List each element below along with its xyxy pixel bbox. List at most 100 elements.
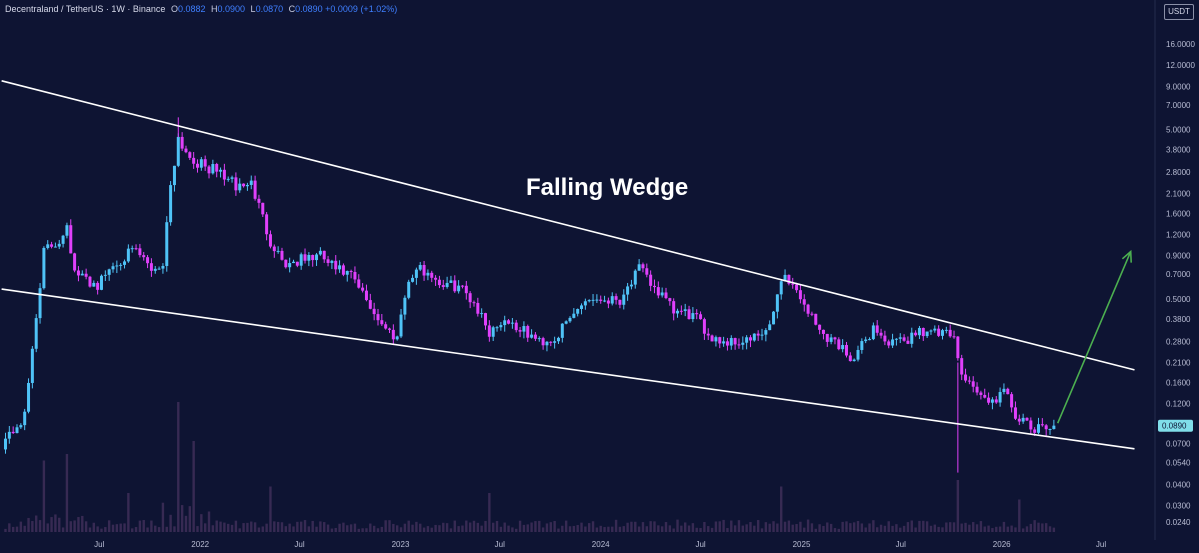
volume-bar: [845, 521, 848, 532]
volume-bar: [1052, 527, 1056, 532]
volume-bar: [837, 528, 841, 532]
candle-body: [687, 309, 691, 320]
volume-bar: [515, 528, 518, 532]
candle-body: [787, 274, 791, 284]
volume-bar: [561, 525, 564, 532]
candle-body: [629, 284, 633, 287]
volume-bar: [803, 527, 806, 532]
symbol-title[interactable]: Decentraland / TetherUS · 1W · Binance: [5, 4, 166, 14]
volume-bar: [941, 527, 944, 532]
volume-bar: [88, 527, 92, 532]
volume-bar: [246, 522, 249, 532]
candle-body: [714, 337, 718, 342]
candle-body: [23, 411, 27, 426]
time-tick-label: Jul: [896, 540, 906, 549]
volume-bar: [637, 526, 641, 532]
volume-bar: [603, 527, 606, 532]
volume-bar: [929, 525, 933, 532]
volume-bar: [211, 525, 215, 532]
price-axis[interactable]: 16.0000 12.0000 9.0000 7.0000 5.0000 3.8000 2.…: [1154, 0, 1195, 540]
candle-body: [979, 392, 983, 395]
volume-bar: [369, 523, 372, 532]
candle-body: [292, 261, 295, 264]
candle-body: [180, 136, 184, 149]
volume-bar: [614, 519, 618, 532]
candle-body: [791, 283, 795, 285]
candle-body: [833, 337, 837, 340]
candle-body: [391, 329, 395, 340]
candle-body: [798, 290, 802, 300]
volume-bar: [77, 517, 80, 532]
volume-bars: [4, 402, 1056, 532]
candle-body: [268, 234, 272, 247]
candle-body: [921, 327, 925, 337]
price-tick-label: 7.0000: [1166, 101, 1191, 110]
candle-body: [265, 214, 269, 235]
volume-bar: [84, 521, 88, 532]
candle-body: [1052, 425, 1056, 429]
candle-body: [295, 261, 299, 266]
volume-bar: [588, 523, 591, 532]
volume-bar: [299, 521, 303, 532]
candle-body: [779, 281, 783, 295]
volume-bar: [453, 520, 456, 532]
candle-body: [944, 329, 948, 331]
currency-badge[interactable]: USDT: [1164, 4, 1194, 20]
candle-body: [441, 285, 445, 287]
price-tick-label: 0.3800: [1166, 315, 1191, 324]
volume-bar: [426, 526, 430, 532]
price-tick-label: 0.0400: [1166, 480, 1191, 489]
volume-bar: [395, 525, 399, 532]
volume-bar: [580, 522, 583, 532]
candle-body: [772, 311, 776, 325]
candle-body: [745, 337, 749, 343]
candle-body: [226, 178, 230, 180]
volume-bar: [699, 528, 702, 532]
volume-bar: [1002, 521, 1006, 532]
candle-body: [303, 254, 307, 261]
lower-wedge-line: [1, 288, 1135, 450]
candle-body: [545, 341, 549, 346]
candle-body: [3, 438, 7, 450]
volume-bar: [879, 524, 883, 532]
volume-bar: [238, 528, 241, 532]
volume-bar: [223, 522, 226, 532]
volume-bar: [234, 520, 238, 532]
candle-body: [453, 280, 457, 292]
volume-bar: [780, 486, 783, 532]
volume-bar: [380, 526, 384, 532]
time-axis[interactable]: Jul 2022 Jul 2023 Jul 2024 Jul 2025 Jul 2026 Jul: [94, 540, 1106, 549]
candle-body: [887, 341, 891, 346]
price-tick-label: 0.0300: [1166, 502, 1191, 511]
price-tick-label: 0.5000: [1166, 295, 1191, 304]
volume-bar: [833, 528, 837, 532]
candle-body: [864, 339, 868, 342]
volume-bar: [530, 522, 533, 532]
volume-bar: [733, 525, 737, 532]
volume-bar: [445, 523, 449, 532]
candle-body: [810, 313, 814, 315]
volume-bar: [503, 522, 506, 532]
volume-bar: [507, 525, 510, 532]
volume-bar: [1029, 523, 1033, 532]
candle-body: [587, 300, 591, 302]
volume-bar: [964, 522, 967, 532]
candle-body: [940, 330, 944, 336]
candle-body: [307, 255, 311, 261]
open-label: O: [170, 4, 178, 14]
candle-body: [491, 327, 495, 337]
high-value: 0.0900: [217, 4, 246, 14]
volume-bar: [384, 520, 387, 532]
candle-body: [510, 322, 514, 324]
candle-body: [230, 177, 234, 179]
volume-bar: [730, 520, 733, 532]
volume-bar: [411, 524, 414, 532]
candle-body: [119, 264, 123, 266]
volume-bar: [330, 528, 334, 532]
volume-bar: [111, 524, 115, 532]
volume-bar: [545, 523, 549, 532]
volume-bar: [92, 522, 96, 532]
volume-bar: [691, 523, 695, 532]
candle-body: [157, 268, 161, 270]
